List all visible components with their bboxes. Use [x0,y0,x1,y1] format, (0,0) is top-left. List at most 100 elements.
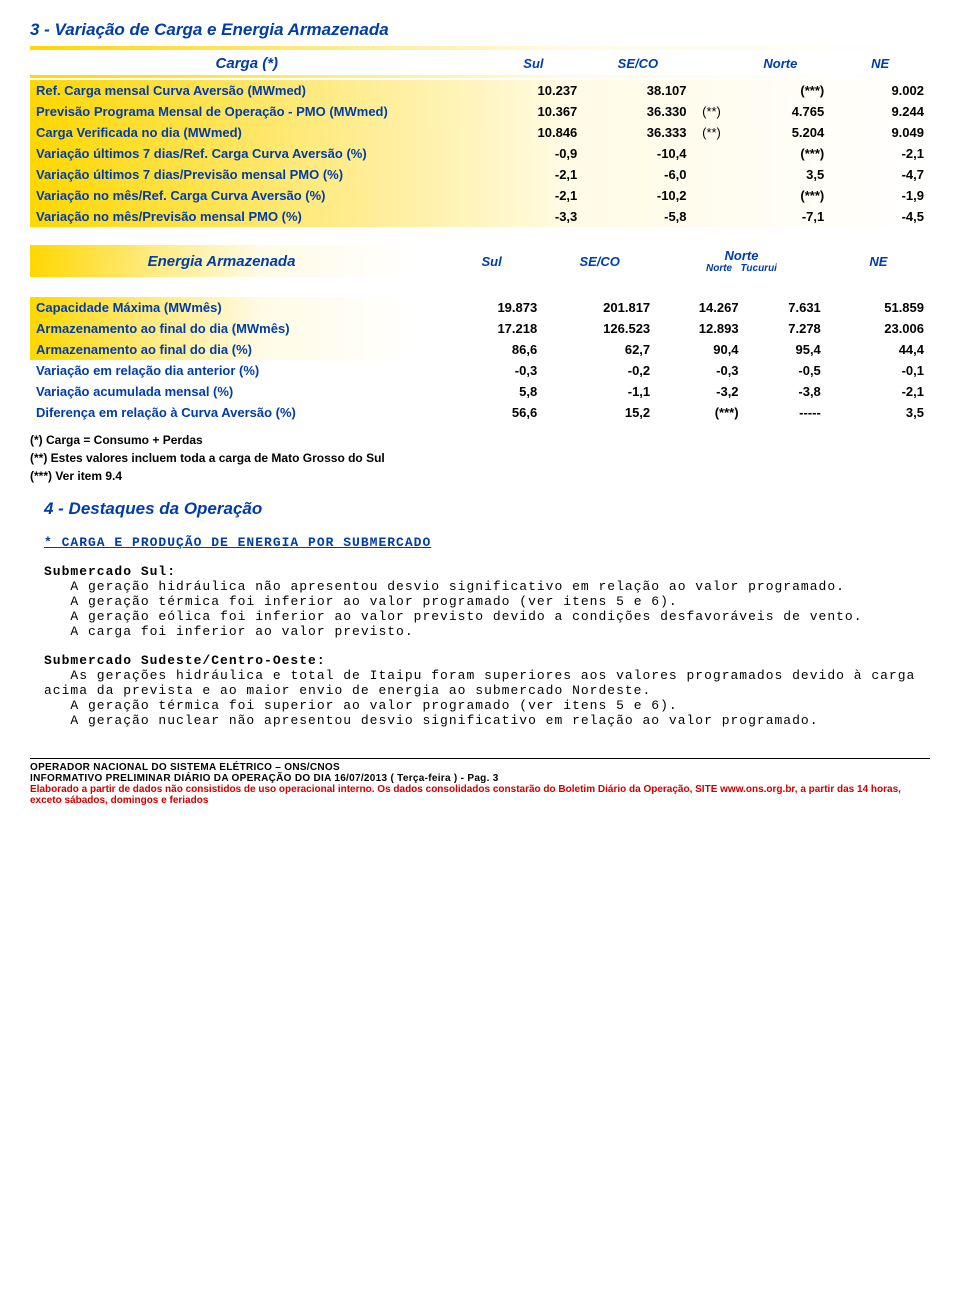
cell-note: (**) [693,101,731,122]
cell-note [693,185,731,206]
seco-p1: As gerações hidráulica e total de Itaipu… [44,668,930,698]
cell: -2,1 [484,164,584,185]
table-row: Variação acumulada mensal (%) 5,8 -1,1 -… [30,381,930,402]
cell: 126.523 [543,318,656,339]
table-row: Variação últimos 7 dias/Previsão mensal … [30,164,930,185]
cell: (***) [731,185,831,206]
footnotes: (*) Carga = Consumo + Perdas (**) Estes … [30,431,930,485]
cell: -2,1 [827,381,930,402]
cell-note [693,164,731,185]
footer-org: OPERADOR NACIONAL DO SISTEMA ELÉTRICO – … [30,762,930,773]
divider [30,46,930,50]
row-label: Variação últimos 7 dias/Previsão mensal … [30,164,484,185]
cell: 3,5 [827,402,930,423]
cell: 9.049 [830,122,930,143]
col-note [693,52,731,75]
table-row: Variação últimos 7 dias/Ref. Carga Curva… [30,143,930,164]
table-row: Variação em relação dia anterior (%) -0,… [30,360,930,381]
cell: 9.244 [830,101,930,122]
table-row: Diferença em relação à Curva Aversão (%)… [30,402,930,423]
cell: 23.006 [827,318,930,339]
table-row: Armazenamento ao final do dia (%) 86,6 6… [30,339,930,360]
row-label: Variação no mês/Previsão mensal PMO (%) [30,206,484,227]
col-tucurui-sub: Tucurui [740,263,776,274]
energia-table: Energia Armazenada Sul SE/CO Norte Norte… [30,245,930,423]
cell: (***) [731,143,831,164]
cell: -0,1 [827,360,930,381]
row-label: Armazenamento ao final do dia (MWmês) [30,318,413,339]
cell-note [693,80,731,101]
cell: -7,1 [731,206,831,227]
seco-heading: Submercado Sudeste/Centro-Oeste: [44,653,930,668]
cell: 19.873 [440,297,543,318]
energia-header: Energia Armazenada [36,253,407,270]
cell: -10,4 [583,143,692,164]
table-row: Capacidade Máxima (MWmês) 19.873 201.817… [30,297,930,318]
footer-doc: INFORMATIVO PRELIMINAR DIÁRIO DA OPERAÇÃ… [30,773,930,784]
cell: -0,5 [745,360,827,381]
section-3: 3 - Variação de Carga e Energia Armazena… [30,20,930,423]
row-label: Previsão Programa Mensal de Operação - P… [30,101,484,122]
table-row: Variação no mês/Ref. Carga Curva Aversão… [30,185,930,206]
section-4-subtitle: * CARGA E PRODUÇÃO DE ENERGIA POR SUBMER… [44,535,930,550]
note-2: (**) Estes valores incluem toda a carga … [30,449,930,467]
cell: 7.278 [745,318,827,339]
col-norte-sub: Norte [706,263,732,274]
table-row: Previsão Programa Mensal de Operação - P… [30,101,930,122]
row-label: Capacidade Máxima (MWmês) [30,297,413,318]
cell: 14.267 [656,297,744,318]
cell: 36.333 [583,122,692,143]
cell: 201.817 [543,297,656,318]
col-ne: NE [827,245,930,277]
cell: 7.631 [745,297,827,318]
sul-p3: A geração eólica foi inferior ao valor p… [44,609,930,624]
cell: -0,2 [543,360,656,381]
section-3-title: 3 - Variação de Carga e Energia Armazena… [30,20,930,40]
col-norte-label: Norte [725,248,759,263]
table-row: Ref. Carga mensal Curva Aversão (MWmed) … [30,80,930,101]
row-label: Ref. Carga mensal Curva Aversão (MWmed) [30,80,484,101]
cell: 9.002 [830,80,930,101]
cell: -2,1 [484,185,584,206]
col-norte: Norte [731,52,831,75]
row-label: Carga Verificada no dia (MWmed) [30,122,484,143]
table-row: Variação no mês/Previsão mensal PMO (%) … [30,206,930,227]
footer-disclaimer: Elaborado a partir de dados não consisti… [30,784,930,806]
section-4: 4 - Destaques da Operação * CARGA E PROD… [30,499,930,728]
cell: -6,0 [583,164,692,185]
carga-header: Carga (*) [36,55,478,72]
cell: -0,3 [440,360,543,381]
cell: 3,5 [731,164,831,185]
seco-p2: A geração térmica foi superior ao valor … [44,698,930,713]
cell-note: (**) [693,122,731,143]
cell: 17.218 [440,318,543,339]
cell: 4.765 [731,101,831,122]
seco-p3: A geração nuclear não apresentou desvio … [44,713,930,728]
page-footer: OPERADOR NACIONAL DO SISTEMA ELÉTRICO – … [30,758,930,806]
row-label: Variação últimos 7 dias/Ref. Carga Curva… [30,143,484,164]
table-row: Armazenamento ao final do dia (MWmês) 17… [30,318,930,339]
cell: ----- [745,402,827,423]
cell: -1,9 [830,185,930,206]
cell: (***) [656,402,744,423]
col-seco: SE/CO [543,245,656,277]
cell: 62,7 [543,339,656,360]
sul-heading: Submercado Sul: [44,564,930,579]
table-row: Carga Verificada no dia (MWmed) 10.846 3… [30,122,930,143]
cell: 15,2 [543,402,656,423]
cell-note [693,143,731,164]
note-1: (*) Carga = Consumo + Perdas [30,431,930,449]
cell: 5.204 [731,122,831,143]
cell: 36.330 [583,101,692,122]
sul-p2: A geração térmica foi inferior ao valor … [44,594,930,609]
note-3: (***) Ver item 9.4 [30,467,930,485]
cell: 44,4 [827,339,930,360]
row-label: Variação em relação dia anterior (%) [30,360,413,381]
cell: 38.107 [583,80,692,101]
col-norte: Norte Norte Tucurui [656,245,827,277]
row-label: Diferença em relação à Curva Aversão (%) [30,402,413,423]
section-4-title: 4 - Destaques da Operação [44,499,930,519]
cell: -1,1 [543,381,656,402]
sul-p1: A geração hidráulica não apresentou desv… [44,579,930,594]
cell: 86,6 [440,339,543,360]
